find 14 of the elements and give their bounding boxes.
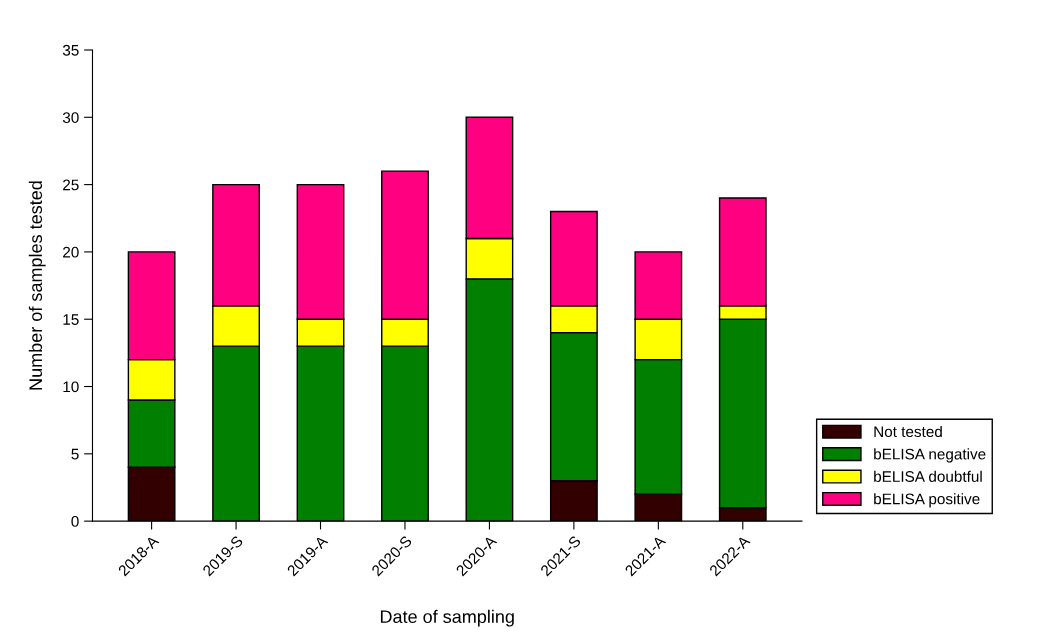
y-tick-label: 15 [63, 314, 79, 325]
legend-label: Not tested [874, 425, 942, 438]
legend-label: bELISA doubtful [874, 470, 982, 482]
y-tick-label: 25 [63, 179, 79, 191]
y-tick-label: 30 [62, 112, 79, 123]
y-tick-label: 10 [63, 381, 79, 393]
y-tick-label: 0 [71, 516, 79, 527]
y-tick-label: 5 [71, 448, 79, 460]
y-tick-label: 20 [63, 246, 79, 258]
y-tick-label: 35 [62, 44, 79, 56]
legend-label: bELISA positive [874, 493, 980, 508]
legend-label: bELISA negative [874, 448, 986, 463]
x-axis-title: Date of sampling [380, 609, 514, 627]
y-axis-title: Number of samples tested [28, 181, 46, 390]
